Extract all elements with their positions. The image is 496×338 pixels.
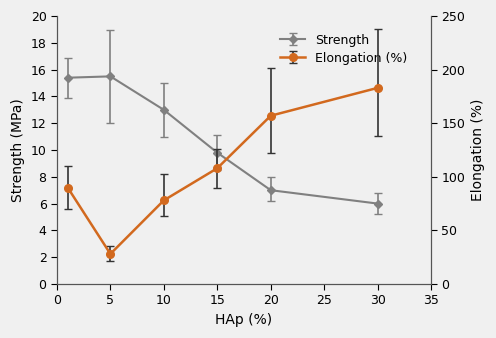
Legend: Strength, Elongation (%): Strength, Elongation (%): [274, 28, 414, 71]
Y-axis label: Strength (MPa): Strength (MPa): [11, 98, 25, 202]
Y-axis label: Elongation (%): Elongation (%): [471, 99, 485, 201]
X-axis label: HAp (%): HAp (%): [215, 313, 273, 327]
